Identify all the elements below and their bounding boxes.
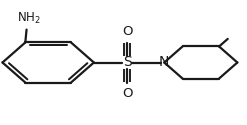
Text: O: O — [123, 25, 133, 38]
Text: S: S — [123, 56, 132, 70]
Text: N: N — [159, 56, 169, 70]
Text: O: O — [123, 87, 133, 100]
Text: NH$_2$: NH$_2$ — [17, 11, 41, 26]
